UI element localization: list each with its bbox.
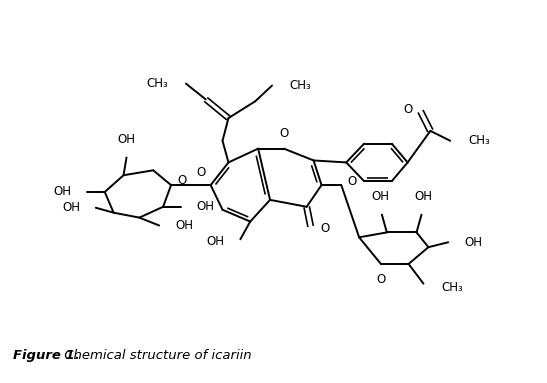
Text: Chemical structure of icariin: Chemical structure of icariin	[60, 349, 252, 362]
Text: OH: OH	[118, 133, 136, 146]
Text: CH₃: CH₃	[147, 77, 168, 90]
Text: OH: OH	[175, 219, 193, 232]
Text: OH: OH	[53, 185, 71, 198]
Text: O: O	[347, 175, 357, 188]
Text: O: O	[280, 127, 288, 140]
Text: CH₃: CH₃	[290, 79, 312, 92]
Text: CH₃: CH₃	[468, 134, 490, 147]
Text: O: O	[403, 103, 412, 116]
Text: OH: OH	[62, 201, 80, 214]
Text: OH: OH	[464, 236, 482, 249]
Text: CH₃: CH₃	[441, 281, 463, 294]
Text: O: O	[376, 273, 386, 286]
Text: Figure 1.: Figure 1.	[13, 349, 79, 362]
Text: O: O	[321, 222, 330, 235]
Text: O: O	[178, 173, 187, 187]
Text: OH: OH	[415, 190, 433, 203]
Text: OH: OH	[371, 190, 389, 203]
Text: O: O	[196, 166, 206, 179]
Text: OH: OH	[197, 200, 215, 213]
Text: OH: OH	[207, 235, 224, 248]
